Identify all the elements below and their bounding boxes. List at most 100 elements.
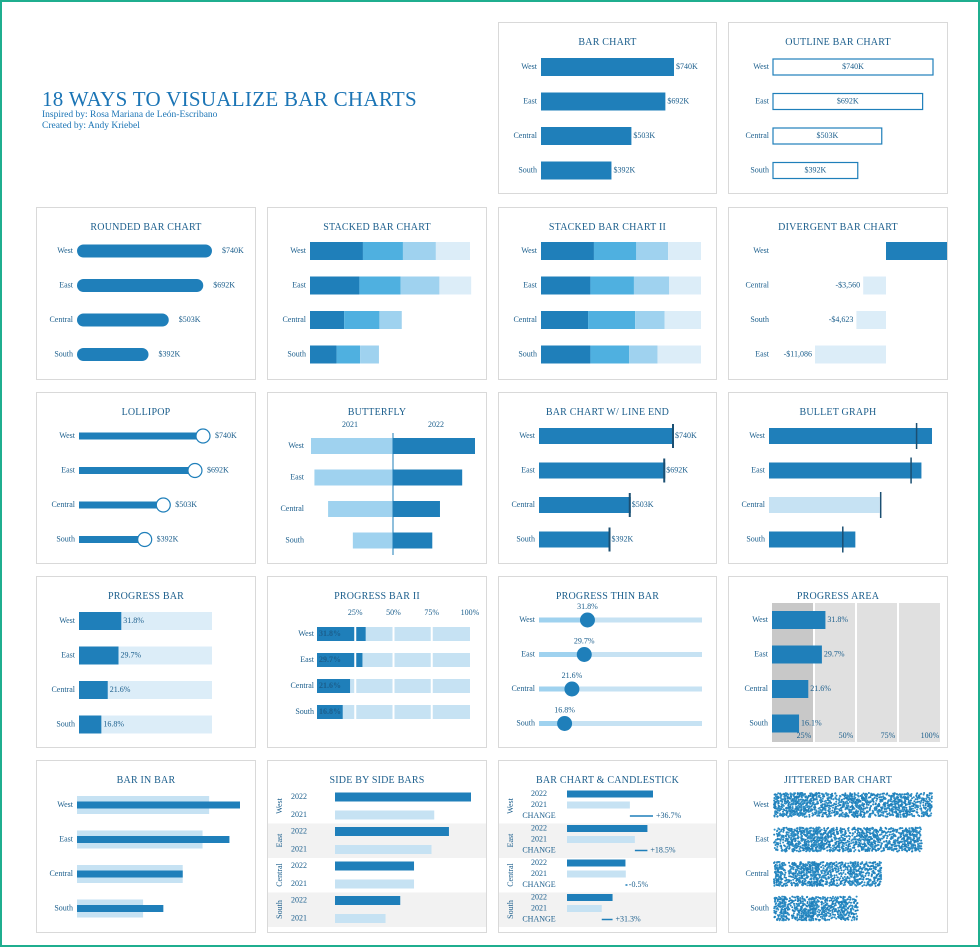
panel-progress-bar: PROGRESS BAR West 31.8% East 29.7% Central 21… xyxy=(36,576,256,748)
year-label: 2021 xyxy=(531,869,547,878)
quarter-divider xyxy=(392,627,395,641)
jitter-point xyxy=(787,803,790,806)
jitter-point xyxy=(865,884,868,887)
jitter-point xyxy=(871,794,874,797)
jitter-point xyxy=(918,832,921,835)
jitter-point xyxy=(810,800,813,802)
jitter-point xyxy=(805,869,808,872)
jitter-point xyxy=(779,845,782,847)
jitter-point xyxy=(790,899,793,902)
jitter-point xyxy=(852,908,855,911)
jitter-point xyxy=(810,881,813,884)
jitter-point xyxy=(803,878,806,881)
jitter-point xyxy=(809,912,812,915)
jitter-point xyxy=(852,812,855,815)
jitter-point xyxy=(785,811,788,814)
jitter-point xyxy=(778,905,781,908)
jitter-point xyxy=(855,905,857,908)
jitter-point xyxy=(843,875,846,878)
jitter-point xyxy=(917,844,920,847)
jitter-point xyxy=(821,909,824,912)
jitter-point xyxy=(792,872,795,875)
jitter-point xyxy=(797,899,800,902)
year-bar xyxy=(567,894,613,901)
jitter-point xyxy=(777,875,780,878)
jitter-point xyxy=(799,914,801,917)
jitter-point xyxy=(773,833,776,836)
jitter-point xyxy=(845,846,848,849)
jitter-point xyxy=(802,806,805,809)
jitter-point xyxy=(847,829,850,832)
jitter-point xyxy=(822,897,825,900)
jitter-point xyxy=(857,861,859,864)
jitter-point xyxy=(811,915,814,918)
jitter-point xyxy=(911,833,914,835)
jitter-point xyxy=(821,815,824,818)
jitter-point xyxy=(796,873,799,876)
rounded-bar xyxy=(77,244,212,258)
jitter-point xyxy=(774,876,777,878)
jitter-point xyxy=(815,904,817,907)
jitter-point xyxy=(828,812,831,815)
jitter-point xyxy=(864,850,867,852)
jitter-point xyxy=(860,875,863,878)
jitter-point xyxy=(873,829,876,832)
jitter-point xyxy=(826,906,829,909)
jitter-point xyxy=(872,800,875,803)
jitter-point xyxy=(811,812,814,815)
jitter-point xyxy=(904,802,907,805)
jitter-point xyxy=(810,903,813,905)
category-label: East xyxy=(521,649,536,658)
jitter-point xyxy=(841,833,844,836)
jitter-point xyxy=(774,905,777,908)
jitter-point xyxy=(854,863,857,865)
value-label: $503K xyxy=(179,315,201,324)
jitter-point xyxy=(785,837,787,840)
jitter-point xyxy=(819,915,822,918)
jitter-point xyxy=(799,810,802,813)
jitter-point xyxy=(795,865,798,868)
category-label: West xyxy=(290,246,307,255)
jitter-point xyxy=(820,809,823,812)
jitter-point xyxy=(813,907,816,910)
category-label: West xyxy=(752,615,769,624)
jitter-point xyxy=(897,841,900,844)
jitter-point xyxy=(817,905,820,908)
jitter-point xyxy=(797,911,800,914)
jitter-point xyxy=(848,810,851,813)
jitter-point xyxy=(871,828,874,830)
jitter-point xyxy=(824,835,827,838)
bar xyxy=(539,531,611,548)
tick-label: 25% xyxy=(797,731,812,740)
jitter-point xyxy=(824,811,827,814)
jitter-point xyxy=(786,884,789,887)
jitter-point xyxy=(866,850,869,852)
value-label: 31.8% xyxy=(577,602,598,611)
jitter-point xyxy=(902,806,905,808)
jitter-point xyxy=(877,869,880,872)
jitter-point xyxy=(834,908,837,911)
jitter-point xyxy=(926,802,929,805)
jitter-point xyxy=(911,807,914,810)
jitter-point xyxy=(780,805,783,808)
jitter-point xyxy=(900,796,902,799)
stacked-segment xyxy=(541,311,589,329)
jitter-point xyxy=(850,809,853,812)
jitter-point xyxy=(815,827,818,829)
jitter-point xyxy=(799,842,802,845)
jitter-point xyxy=(773,803,776,806)
category-label: Central xyxy=(49,315,73,324)
jitter-point xyxy=(822,867,825,870)
value-label: $503K xyxy=(633,131,655,140)
jitter-point xyxy=(811,868,814,870)
region-label: East xyxy=(506,833,515,848)
jitter-point xyxy=(821,834,824,837)
jitter-point xyxy=(907,796,910,799)
jitter-point xyxy=(801,879,804,882)
jitter-point xyxy=(848,796,851,799)
jitter-point xyxy=(779,812,782,815)
jitter-point xyxy=(903,793,906,796)
jitter-point xyxy=(841,828,844,831)
jitter-point xyxy=(828,899,831,902)
jitter-point xyxy=(919,802,922,805)
